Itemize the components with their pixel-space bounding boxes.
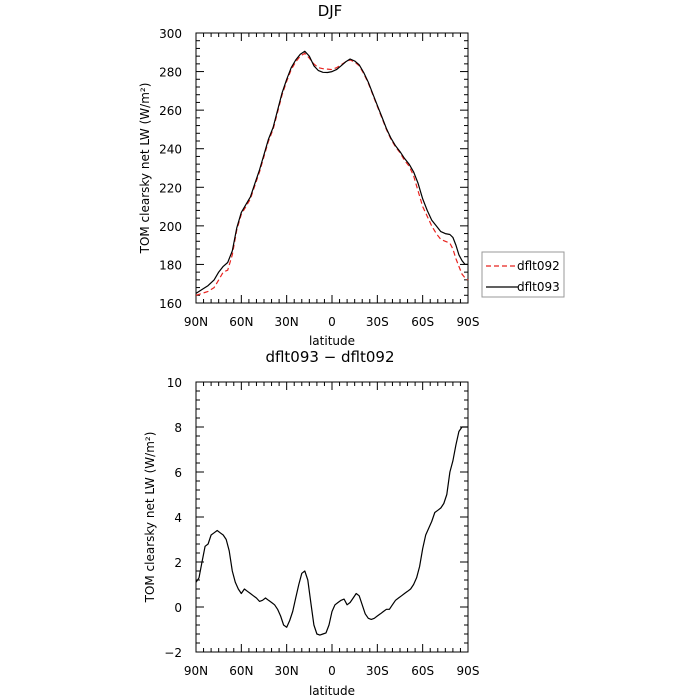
y-tick-label: 8 — [174, 421, 182, 435]
x-tick-label: 90S — [457, 664, 480, 678]
x-tick-label: 30N — [275, 664, 299, 678]
y-tick-label: 200 — [159, 220, 182, 234]
legend: dflt092 dflt093 — [481, 251, 565, 298]
x-tick-label: 90N — [184, 315, 208, 329]
x-tick-label: 30N — [275, 315, 299, 329]
y-tick-label: 4 — [174, 511, 182, 525]
y-tick-label: 180 — [159, 258, 182, 272]
y-tick-label: −2 — [164, 646, 182, 660]
legend-box — [481, 251, 565, 298]
x-tick-label: 30S — [366, 664, 389, 678]
x-tick-label: 90N — [184, 664, 208, 678]
x-tick-label: 60N — [229, 315, 253, 329]
x-tick-label: 30S — [366, 315, 389, 329]
top-x-axis-label: latitude — [309, 334, 355, 348]
top-series-lines — [195, 50, 469, 296]
top-y-axis-label: TOM clearsky net LW (W/m²) — [138, 83, 152, 255]
y-tick-label: 240 — [159, 143, 182, 157]
bottom-panel: dflt093 − dflt092 90N 60N 30N 0 30S 60S 90S −2 0… — [143, 348, 479, 698]
x-tick-label: 0 — [328, 315, 336, 329]
y-tick-label: 300 — [159, 27, 182, 41]
x-tick-label: 60S — [411, 664, 434, 678]
y-tick-label: 280 — [159, 66, 182, 80]
top-chart-title: DJF — [318, 2, 343, 20]
y-tick-label: 10 — [167, 376, 182, 390]
bottom-chart-title: dflt093 − dflt092 — [265, 348, 394, 366]
y-tick-label: 2 — [174, 556, 182, 570]
series-line-dflt093 — [195, 50, 468, 294]
bottom-x-axis-label: latitude — [309, 684, 355, 698]
y-tick-label: 6 — [174, 466, 182, 480]
y-tick-label: 260 — [159, 104, 182, 118]
x-tick-label: 90S — [457, 315, 480, 329]
series-line-series-0 — [195, 426, 468, 636]
top-axis-ticks: 90N 60N 30N 0 30S 60S 90S 160 180 200 220 240 260 280… — [159, 27, 479, 329]
y-tick-label: 220 — [159, 181, 182, 195]
x-tick-label: 60N — [229, 664, 253, 678]
x-tick-label: 0 — [328, 664, 336, 678]
y-tick-label: 0 — [174, 601, 182, 615]
top-panel: DJF 90N 60N 30N 0 30S 60S 90S 160 180 200 220 240 26… — [138, 2, 565, 348]
legend-label-dflt092: dflt092 — [517, 259, 560, 273]
series-line-dflt092 — [195, 52, 469, 296]
bottom-series-lines — [195, 426, 468, 636]
x-tick-label: 60S — [411, 315, 434, 329]
y-tick-label: 160 — [159, 297, 182, 311]
bottom-y-axis-label: TOM clearsky net LW (W/m²) — [143, 432, 157, 604]
bottom-axis-ticks: 90N 60N 30N 0 30S 60S 90S −2 0 2 4 6 8 10 — [164, 376, 479, 678]
top-plot-frame — [195, 32, 469, 304]
legend-label-dflt093: dflt093 — [517, 280, 560, 294]
